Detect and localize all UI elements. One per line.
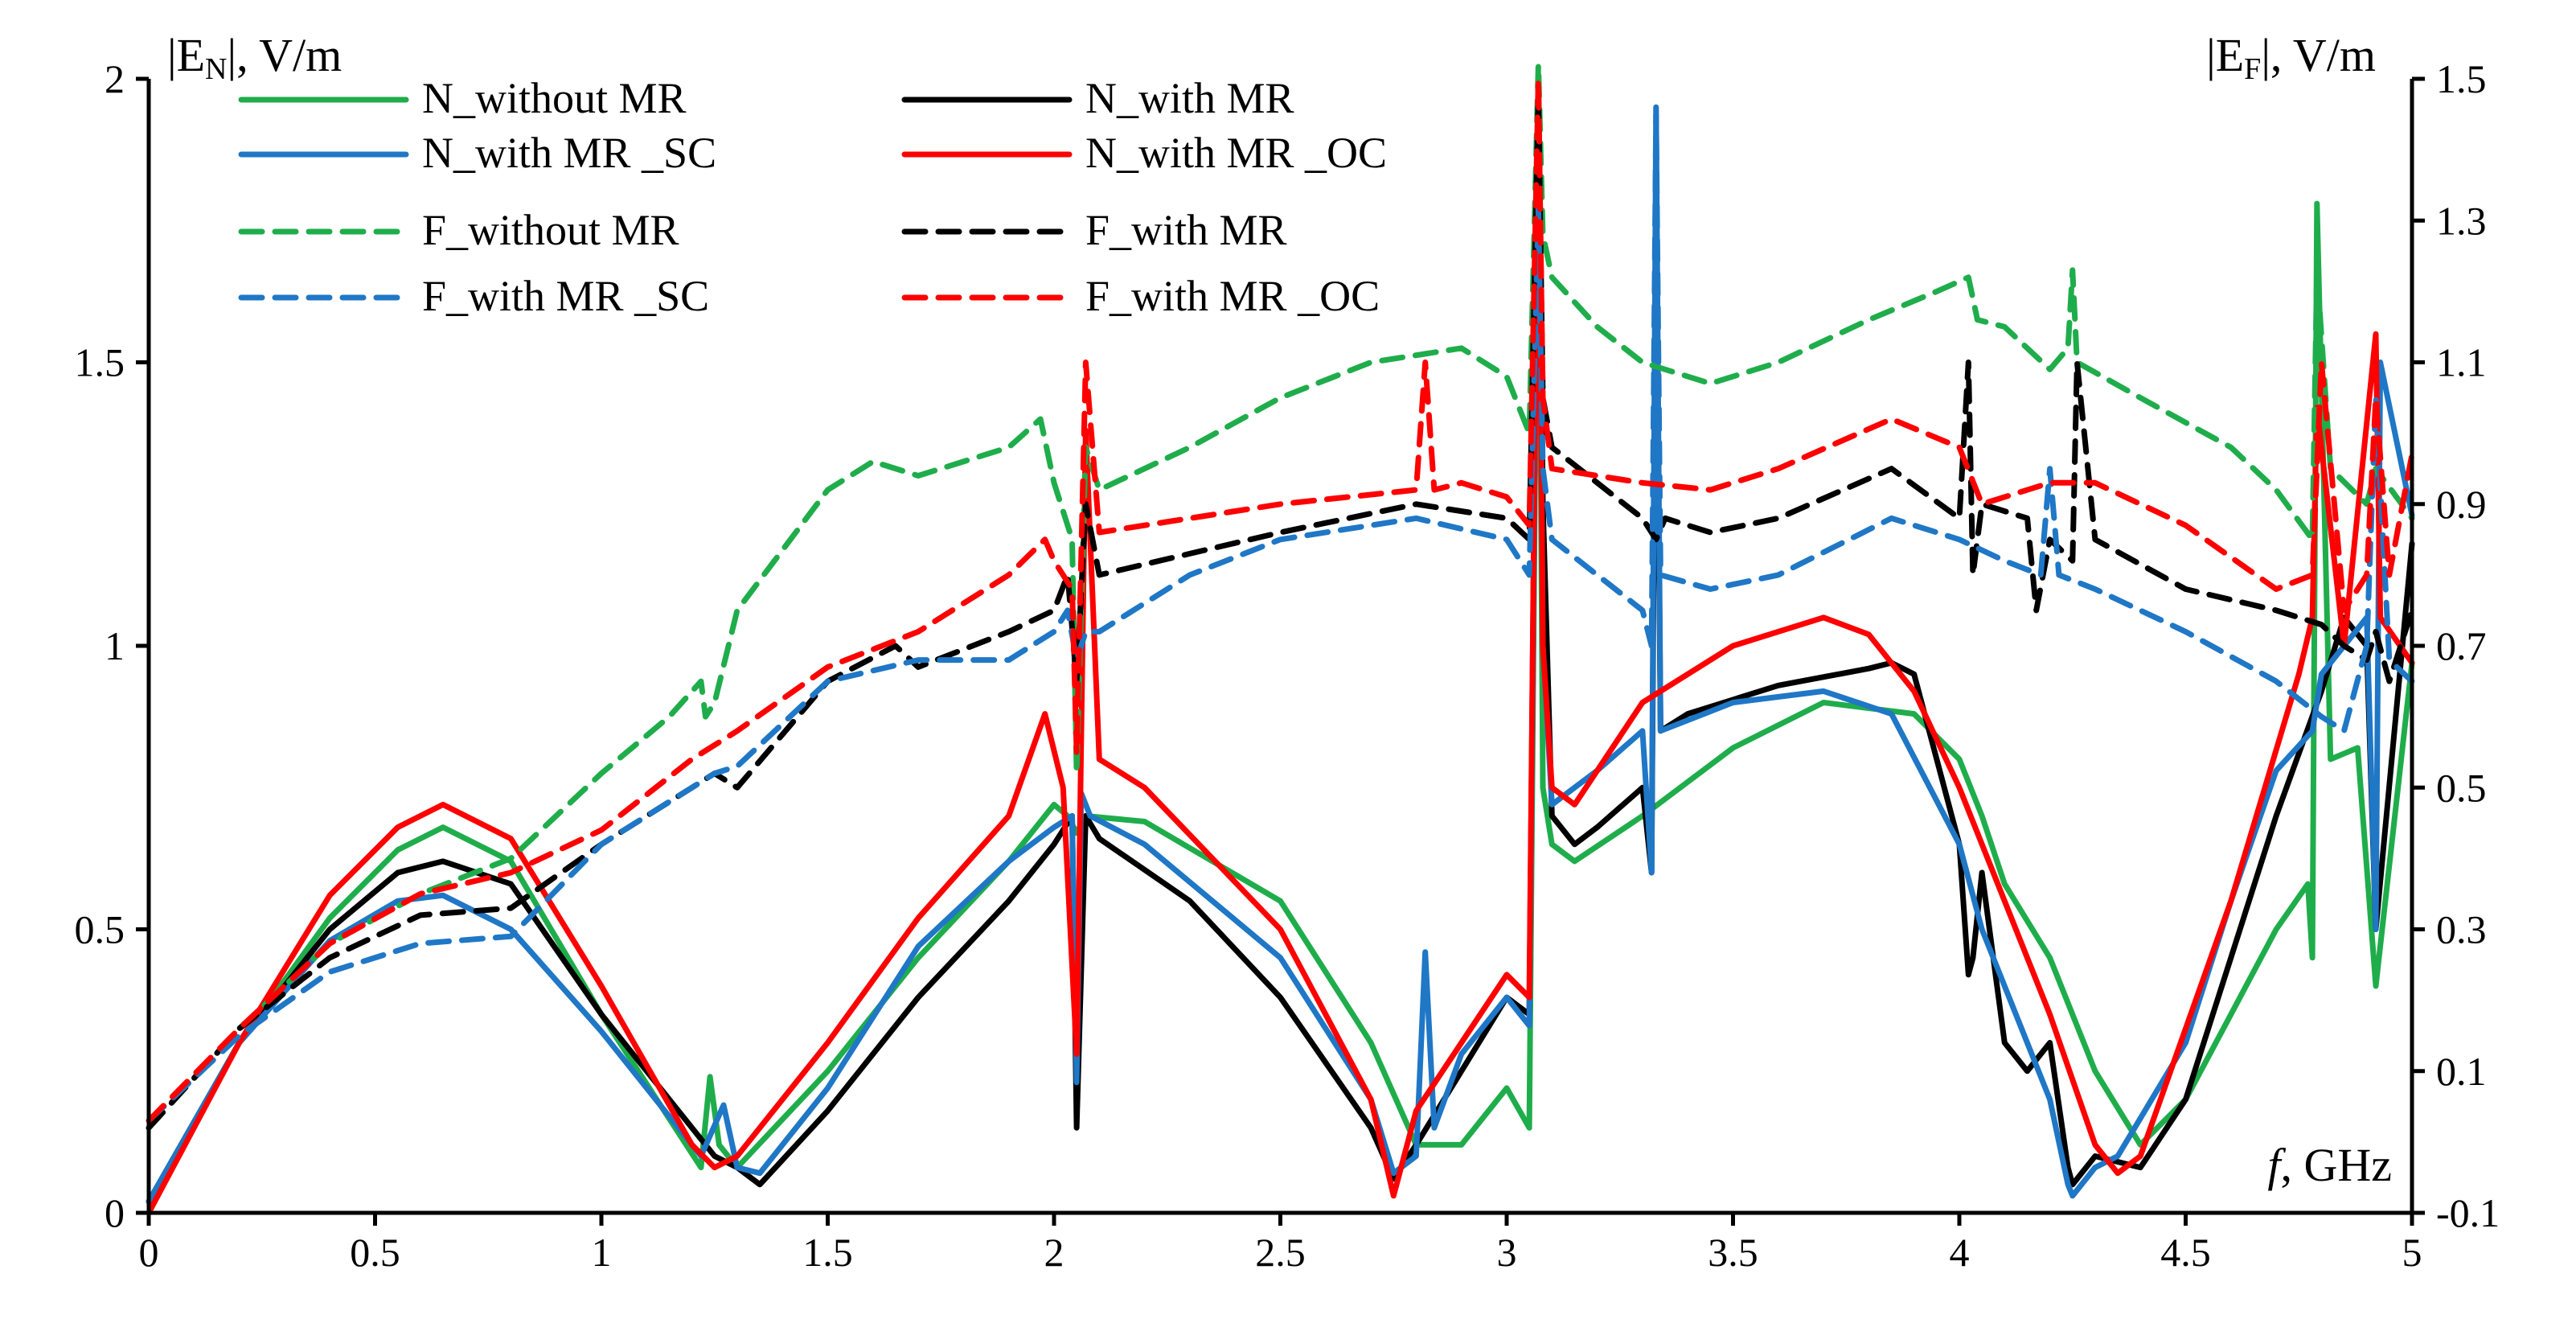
legend-label: F_without MR (422, 206, 679, 254)
y-left-tick-label: 0.5 (75, 907, 125, 952)
axes-layer: 0 0.5 1 1.5 2 2.5 3 3.5 4 4.5 5 0 0.5 1 1.5 2 -0.1 0.1 0.3… (75, 56, 2500, 1275)
legend-item: N_with MR _OC (901, 129, 1387, 177)
legend-item: F_with MR (901, 206, 1287, 254)
series-f-with-mr-oc (146, 76, 2415, 1124)
legend-item: F_with MR _OC (901, 272, 1380, 320)
y-right-tick-label: 0.1 (2436, 1049, 2487, 1094)
legend-item: N_with MR (901, 74, 1294, 122)
x-tick-label: 2 (1044, 1230, 1064, 1275)
x-tick-label: 5 (2402, 1230, 2422, 1275)
series-n-with-mr (146, 76, 2415, 1205)
y-left-tick-label: 2 (105, 56, 125, 101)
y-right-tick-label: 1.5 (2436, 56, 2487, 101)
legend-item: N_with MR _SC (238, 129, 716, 177)
y-right-tick-label: 0.7 (2436, 623, 2487, 668)
series-f-without-mr (146, 61, 2415, 1131)
legend-label: N_without MR (422, 74, 687, 122)
x-tick-label: 1.5 (802, 1230, 853, 1275)
legend: N_without MR N_with MR N_with MR _SC N_with… (238, 74, 1387, 320)
legend-item: N_without MR (238, 74, 687, 122)
x-tick-label: 0 (139, 1230, 159, 1275)
y-right-tick-label: 1.3 (2436, 198, 2487, 243)
x-axis-title: f, GHz (2267, 1139, 2392, 1191)
legend-label: F_with MR _SC (422, 272, 709, 320)
x-tick-label: 4 (1950, 1230, 1970, 1275)
x-tick-label: 0.5 (350, 1230, 400, 1275)
series-layer (146, 61, 2415, 1216)
series-n-without-mr (146, 104, 2415, 1205)
legend-label: N_with MR _OC (1085, 129, 1387, 177)
y-left-tick-label: 0 (105, 1190, 125, 1235)
y-right-tick-label: 0.5 (2436, 765, 2487, 810)
x-tick-label: 1 (592, 1230, 612, 1275)
x-tick-label: 4.5 (2160, 1230, 2211, 1275)
legend-label: N_with MR (1085, 74, 1294, 122)
x-tick-label: 3 (1497, 1230, 1517, 1275)
legend-label: F_with MR _OC (1085, 272, 1380, 320)
y-right-tick-label: 0.3 (2436, 907, 2487, 952)
y-left-axis-title: |EN|, V/m (167, 29, 342, 86)
y-right-tick-label: 1.1 (2436, 340, 2487, 385)
series-f-with-mr-sc (146, 111, 2415, 1124)
x-tick-label: 2.5 (1255, 1230, 1306, 1275)
legend-label: F_with MR (1085, 206, 1287, 254)
y-right-axis-title: |EF|, V/m (2206, 29, 2376, 86)
y-right-tick-label: -0.1 (2436, 1190, 2500, 1235)
y-right-tick-label: 0.9 (2436, 482, 2487, 527)
legend-label: N_with MR _SC (422, 129, 716, 177)
series-n-with-mr-sc (146, 104, 2415, 1205)
legend-item: F_with MR _SC (238, 272, 709, 320)
y-left-tick-label: 1 (105, 623, 125, 668)
series-n-with-mr-oc (146, 76, 2415, 1216)
y-left-tick-label: 1.5 (75, 340, 125, 385)
legend-item: F_without MR (238, 206, 679, 254)
x-tick-label: 3.5 (1708, 1230, 1758, 1275)
